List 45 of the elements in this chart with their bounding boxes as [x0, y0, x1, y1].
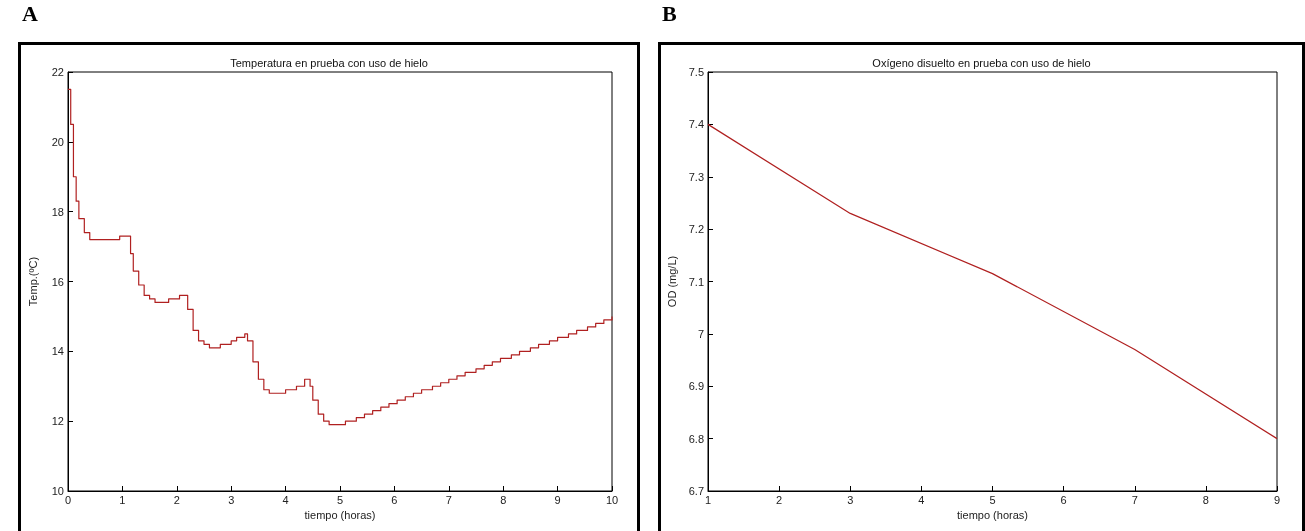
- x-tick-label: 5: [336, 493, 344, 506]
- y-tick-label: 14: [51, 345, 64, 358]
- x-tick-label: 8: [500, 493, 507, 506]
- y-tick-label: 12: [51, 415, 64, 428]
- x-tick-label: 8: [1202, 493, 1209, 506]
- x-tick-label: 5: [989, 493, 996, 506]
- y-tick-label: 18: [51, 205, 64, 218]
- text: A: [22, 0, 38, 26]
- x-tick-label: 10: [605, 493, 619, 506]
- line-series: [707, 123, 1278, 440]
- chart-title: Temperatura en prueba con uso de hielo: [230, 56, 428, 69]
- text: B: [662, 0, 677, 26]
- y-tick-label: 10: [51, 485, 64, 497]
- x-tick-label: 7: [1131, 493, 1138, 506]
- x-tick-label: 7: [445, 493, 452, 506]
- x-tick-label: 4: [918, 493, 925, 506]
- x-tick-label: 3: [847, 493, 854, 506]
- x-tick-label: 2: [776, 493, 783, 506]
- y-tick-label: 6.9: [688, 380, 704, 393]
- x-tick-label: 4: [282, 493, 289, 506]
- y-tick-label: 7: [697, 327, 704, 340]
- y-tick-label: 6.7: [688, 485, 704, 497]
- y-tick-label: 20: [51, 135, 64, 148]
- y-tick-label: 7.3: [688, 170, 704, 183]
- x-tick-label: 3: [228, 493, 235, 506]
- y-tick-label: 7.4: [688, 118, 704, 131]
- chart-title: Oxígeno disuelto en prueba con uso de hielo: [872, 56, 1091, 69]
- x-tick-label: 0: [64, 493, 72, 506]
- x-axis-title: tiempo (horas): [304, 509, 376, 522]
- y-tick-label: 6.8: [688, 432, 704, 445]
- x-tick-label: 9: [554, 493, 561, 506]
- y-tick-label: 22: [51, 66, 64, 78]
- y-axis-title: Temp.(ºC): [26, 256, 39, 307]
- x-tick-label: 1: [119, 493, 126, 506]
- x-tick-label: 6: [391, 493, 398, 506]
- y-tick-label: 7.5: [688, 66, 704, 78]
- y-tick-label: 7.2: [688, 223, 704, 236]
- x-tick-label: 9: [1273, 493, 1281, 506]
- x-tick-label: 6: [1060, 493, 1067, 506]
- y-axis-title: OD (mg/L): [666, 255, 679, 308]
- y-tick-label: 16: [51, 275, 64, 288]
- x-tick-label: 2: [173, 493, 180, 506]
- y-tick-label: 7.1: [688, 275, 704, 288]
- x-tick-label: 1: [704, 493, 712, 506]
- x-axis-title: tiempo (horas): [957, 509, 1028, 522]
